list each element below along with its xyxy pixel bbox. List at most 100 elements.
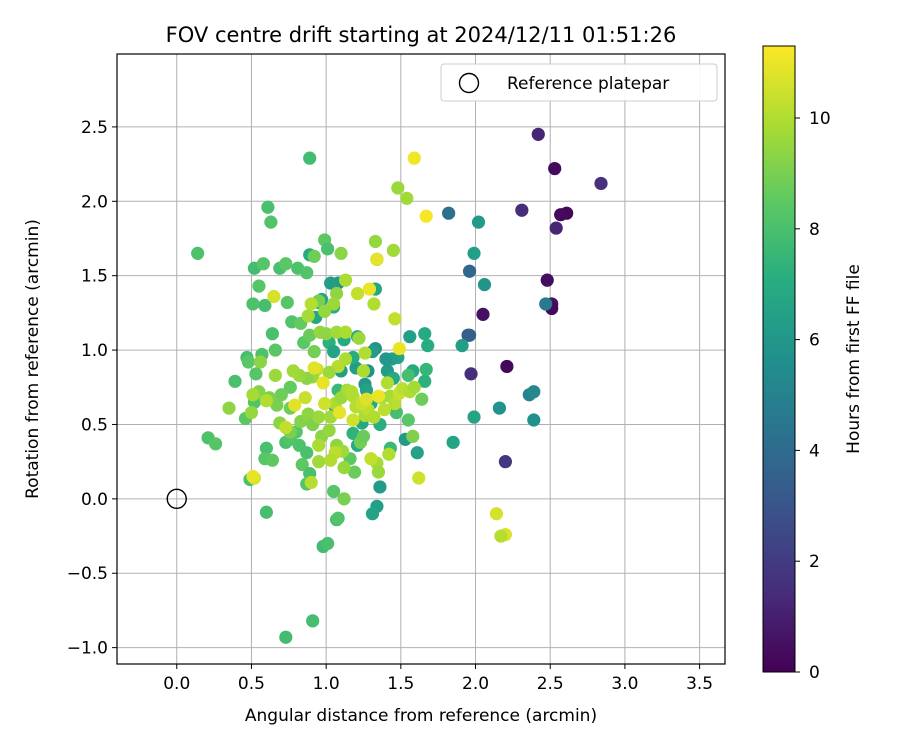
data-point [415,392,429,406]
grid-lines [117,54,725,664]
data-point [347,465,362,479]
data-point [359,392,374,406]
data-point [298,391,312,405]
legend-box [440,63,718,102]
data-point [274,388,288,402]
data-point [256,257,270,271]
data-point [338,325,353,339]
data-point [370,252,384,266]
data-point [259,441,273,455]
data-point [312,438,326,452]
data-point [362,282,377,296]
data-point [241,355,256,369]
data-point [286,364,300,378]
colorbar-tick-label: 0 [809,663,820,683]
data-point [371,465,386,479]
data-point [301,407,315,421]
data-point [307,249,321,263]
data-point [401,368,415,382]
data-point [268,343,282,357]
data-point [407,151,421,165]
data-point [249,367,263,381]
data-point [350,286,365,301]
plot-frame [116,53,726,665]
data-point [346,426,360,440]
data-point [531,127,545,141]
y-tick-label: −0.5 [67,564,108,584]
data-point [500,359,514,374]
data-point [324,453,338,467]
data-point [279,630,293,644]
data-point [365,507,380,521]
legend-label-reference: Reference platepar [507,74,669,94]
x-tick-label: 1.0 [313,674,340,694]
data-point [334,246,348,260]
data-point [419,209,433,223]
data-point [312,410,326,424]
data-point [489,507,504,521]
y-axis-ticks: −1.0 −0.5 0.0 0.5 1.0 1.5 2.0 2.5 [67,118,117,659]
data-point [442,206,456,220]
y-tick-label: −1.0 [67,639,108,659]
y-tick-label: 2.0 [81,192,108,212]
x-axis-ticks: 0.0 0.5 1.0 1.5 2.0 2.5 3.0 3.5 [163,664,713,694]
x-axis-label: Angular distance from reference (arcmin) [245,706,597,726]
data-point [246,388,260,402]
y-tick-label: 1.0 [81,341,108,361]
y-tick-label: 0.0 [81,490,108,510]
data-point [391,181,405,195]
data-point [467,246,481,260]
data-point [329,286,344,301]
data-point [356,364,371,378]
data-point [471,215,486,229]
data-point [322,423,336,438]
data-point [267,289,281,304]
colorbar-tick-label: 6 [809,331,820,351]
data-point [327,297,341,311]
data-point [388,312,402,326]
data-point [268,368,282,382]
data-point [548,161,562,176]
x-tick-label: 0.0 [163,674,190,694]
data-point [367,297,381,311]
reference-marker [166,488,187,510]
data-point [494,529,508,543]
data-point [295,458,309,472]
data-point [252,279,266,293]
data-point [498,455,513,469]
colorbar-gradient [762,45,796,673]
data-point [455,339,469,353]
data-point [344,385,359,399]
data-point [337,461,351,475]
data-point [321,536,335,551]
data-point [462,264,477,278]
data-point [539,297,553,311]
data-point [406,429,420,443]
data-point [253,355,268,369]
data-point [244,405,259,420]
data-point [304,297,318,311]
data-point [300,266,314,280]
colorbar-ticks: 0 2 4 6 8 10 [795,109,831,683]
data-point [264,215,278,229]
data-point [331,511,345,525]
data-point [301,309,315,323]
colorbar-tick-label: 4 [809,441,820,461]
data-point [379,352,393,366]
data-point [403,330,417,344]
data-point [515,203,529,217]
data-point [419,362,433,377]
x-tick-label: 0.5 [238,674,265,694]
data-point [356,429,371,443]
data-point [594,176,608,191]
data-point [300,446,314,460]
data-point [380,376,394,390]
data-point [327,484,341,499]
data-point [418,327,432,341]
x-tick-label: 3.0 [611,674,638,694]
data-point [364,452,378,466]
data-point [307,344,321,359]
data-point [492,401,507,415]
